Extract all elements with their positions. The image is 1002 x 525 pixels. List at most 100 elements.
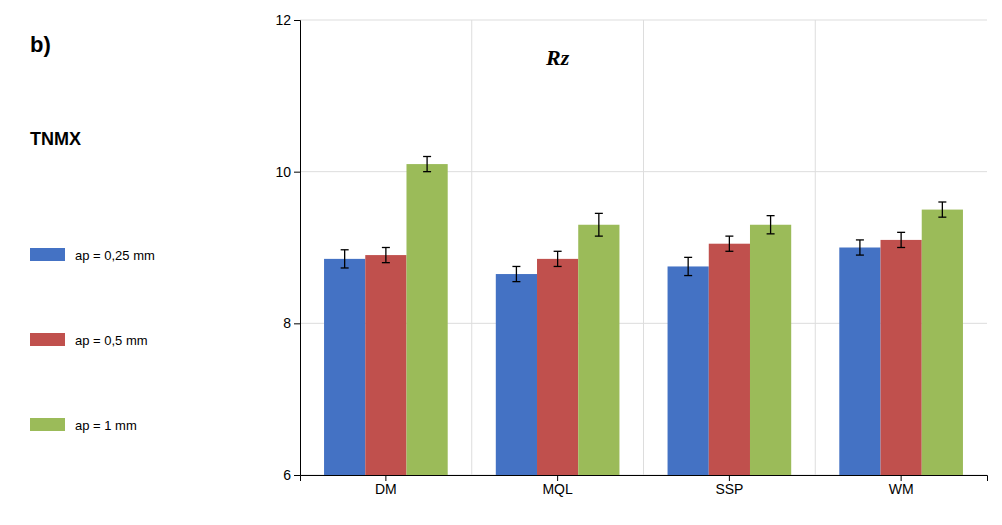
y-axis: 6 8 10 12 [275, 12, 300, 483]
y-tick: 12 [275, 12, 300, 28]
error-bar [595, 213, 603, 236]
y-tick: 10 [275, 164, 300, 180]
x-tick: WM [889, 475, 914, 497]
error-bar-line [423, 156, 431, 157]
y-tick-mark [294, 475, 300, 476]
legend-swatch [30, 333, 65, 346]
legend-label: ap = 1 mm [75, 418, 137, 433]
error-bar-line [856, 239, 864, 240]
error-bar-line [859, 240, 860, 255]
y-axis-line [294, 21, 301, 476]
x-tick-label: SSP [715, 481, 743, 497]
bar [922, 210, 963, 475]
legend-swatch [30, 248, 65, 261]
bar [406, 164, 447, 475]
x-axis-line [301, 476, 988, 482]
error-bar-line [423, 171, 431, 172]
bar [709, 244, 750, 475]
error-bar-line [595, 213, 603, 214]
bars [324, 157, 963, 476]
x-tick-label: MQL [542, 481, 573, 497]
error-bar-line [341, 249, 349, 250]
error-bar-line [341, 267, 349, 268]
error-bar-line [770, 216, 771, 234]
x-tick: DM [375, 475, 397, 497]
bar [365, 255, 406, 475]
error-bar [725, 236, 733, 251]
group-separator [815, 20, 816, 475]
error-bar-line [595, 235, 603, 236]
y-tick-mark [294, 20, 300, 21]
y-tick: 8 [283, 315, 300, 331]
error-bar-line [557, 251, 558, 266]
error-bar-line [554, 266, 562, 267]
error-bar-line [598, 213, 599, 236]
error-bar-line [516, 266, 517, 281]
error-bar-line [688, 257, 689, 275]
error-bar [423, 157, 431, 172]
bar [537, 259, 578, 475]
error-bar-line [856, 254, 864, 255]
error-bar-line [767, 233, 775, 234]
bar [668, 266, 709, 475]
y-tick: 6 [283, 467, 300, 483]
error-bar-line [942, 202, 943, 217]
error-bar-line [938, 201, 946, 202]
x-axis: DM MQL SSP WM [301, 475, 988, 497]
error-bar-line [897, 232, 905, 233]
error-bar-line [684, 275, 692, 276]
error-bar [382, 248, 390, 263]
series [365, 232, 921, 475]
group-separator [643, 20, 644, 475]
x-tick-label: WM [889, 481, 914, 497]
error-bar-line [554, 251, 562, 252]
bar [324, 259, 365, 475]
error-bar-line [767, 215, 775, 216]
error-bar-line [725, 235, 733, 236]
bar [496, 274, 537, 475]
y-tick-label: 12 [275, 12, 291, 28]
error-bar [897, 232, 905, 247]
y-tick-label: 8 [283, 315, 291, 331]
x-tick-label: DM [375, 481, 397, 497]
y-tick-mark [294, 172, 300, 173]
legend: ap = 0,25 mm ap = 0,5 mm ap = 1 mm [30, 248, 155, 433]
error-bar-line [382, 262, 390, 263]
error-bar [341, 250, 349, 268]
error-bar-line [512, 281, 520, 282]
error-bar-line [897, 247, 905, 248]
y-tick-label: 10 [275, 164, 291, 180]
error-bar [512, 266, 520, 281]
x-tick: MQL [542, 475, 573, 497]
error-bar-line [426, 157, 427, 172]
error-bar-line [729, 236, 730, 251]
group-separator [471, 20, 472, 475]
error-bar-line [938, 217, 946, 218]
error-bar-line [512, 266, 520, 267]
error-bar [767, 216, 775, 234]
error-bar-line [385, 248, 386, 263]
error-bar [684, 257, 692, 275]
legend-swatch [30, 418, 65, 431]
bar [839, 248, 880, 476]
bar [750, 225, 791, 475]
series [406, 157, 962, 476]
panel-subtitle: TNMX [30, 129, 81, 149]
panel-label: b) [30, 32, 51, 57]
y-tick-label: 6 [283, 467, 291, 483]
error-bar-line [725, 251, 733, 252]
bar [881, 240, 922, 475]
annotation: Rz [545, 45, 570, 70]
error-bar [554, 251, 562, 266]
error-bar-line [344, 250, 345, 268]
error-bar-line [684, 257, 692, 258]
bar [578, 225, 619, 475]
error-bar [938, 202, 946, 217]
legend-label: ap = 0,5 mm [75, 333, 148, 348]
y-tick-mark [294, 323, 300, 324]
legend-label: ap = 0,25 mm [75, 248, 155, 263]
error-bar-line [900, 232, 901, 247]
chart-svg: 681012DMMQLSSPWMRzb)TNMXap = 0,25 mmap =… [0, 0, 1002, 525]
grid [300, 20, 987, 475]
error-bar [856, 240, 864, 255]
